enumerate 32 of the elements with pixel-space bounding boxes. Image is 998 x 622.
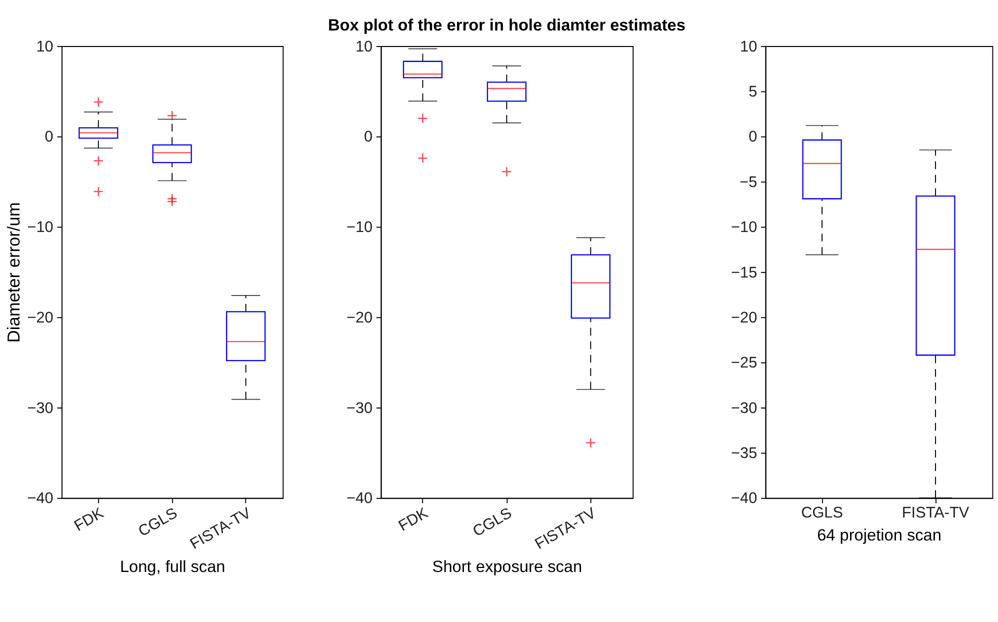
y-tick-label: 0 <box>44 128 54 146</box>
y-tick-label: −10 <box>731 219 758 236</box>
y-axis-title: Diameter error/um <box>4 202 24 343</box>
x-tick-label: FDK <box>396 504 432 535</box>
y-tick-label: 0 <box>364 128 373 146</box>
y-tick-label: 5 <box>748 83 758 100</box>
y-tick-label: −20 <box>731 309 758 326</box>
y-tick-label: 10 <box>740 38 758 56</box>
y-tick-label: −30 <box>346 400 373 417</box>
y-tick-label: 10 <box>355 38 373 56</box>
y-tick-label: −40 <box>346 490 373 508</box>
y-tick-label: −40 <box>27 490 54 508</box>
y-tick-label: 0 <box>748 128 758 146</box>
y-tick-label: −25 <box>731 354 758 372</box>
x-tick-label: CGLS <box>801 504 843 522</box>
x-axis-title: Short exposure scan <box>432 558 582 576</box>
y-tick-label: −30 <box>27 400 54 417</box>
y-tick-label: −20 <box>27 309 54 326</box>
x-tick-label: FISTA-TV <box>902 504 970 522</box>
y-tick-label: −10 <box>27 219 54 236</box>
x-axis-title: 64 projetion scan <box>817 526 942 545</box>
y-tick-label: −5 <box>740 174 758 191</box>
y-tick-label: 10 <box>36 38 54 56</box>
x-axis-title: Long, full scan <box>120 558 226 576</box>
y-tick-label: −20 <box>346 309 373 326</box>
chart-title: Box plot of the error in hole diamter estimates <box>328 16 686 35</box>
y-tick-label: −35 <box>731 445 758 462</box>
y-tick-label: −10 <box>346 219 373 236</box>
x-tick-label: FDK <box>72 504 108 535</box>
y-tick-label: −15 <box>731 264 758 282</box>
y-tick-label: −40 <box>731 490 758 508</box>
y-tick-label: −30 <box>731 400 758 417</box>
